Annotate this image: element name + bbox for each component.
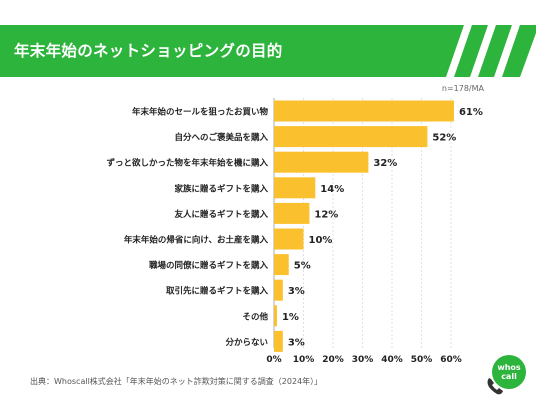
logo-circle: [492, 355, 526, 389]
category-label: 家族に贈るギフトを購入: [174, 183, 268, 194]
bar: [274, 330, 283, 352]
x-tick-label: 30%: [352, 355, 374, 365]
x-tick-label: 50%: [411, 355, 433, 365]
header-stripe: [502, 25, 536, 77]
whoscall-logo: whos call: [484, 352, 532, 398]
value-label: 12%: [314, 209, 338, 220]
header-stripe: [454, 25, 488, 77]
bar: [274, 279, 283, 301]
bar: [274, 254, 289, 276]
category-label: ずっと欲しかった物を年末年始を機に購入: [106, 158, 268, 169]
category-label: 職場の同僚に贈るギフトを購入: [149, 260, 269, 271]
bar: [274, 202, 310, 224]
sample-size-note: n=178/MA: [441, 84, 484, 93]
phone-icon: [487, 378, 503, 395]
value-label: 14%: [320, 184, 344, 195]
value-label: 32%: [373, 158, 397, 169]
value-label: 61%: [459, 107, 483, 118]
value-label: 3%: [288, 286, 305, 297]
category-label: 友人に贈るギフトを購入: [173, 209, 268, 220]
bar: [274, 177, 316, 199]
source-citation: 出典：Whoscall株式会社「年末年始のネット詐欺対策に関する調査（2024年…: [30, 377, 323, 386]
bar: [274, 151, 369, 173]
x-tick-label: 60%: [440, 355, 462, 365]
logo-text-line1: whos: [497, 363, 521, 372]
category-label: 自分へのご褒美品を購入: [174, 132, 268, 143]
header-main-band: [0, 25, 464, 77]
header-stripe: [478, 25, 512, 77]
value-label: 52%: [432, 133, 456, 144]
bar: [274, 228, 304, 250]
value-label: 3%: [288, 337, 305, 348]
bar: [274, 126, 428, 148]
logo-text-line2: call: [501, 372, 517, 381]
x-tick-label: 20%: [322, 355, 344, 365]
page-title: 年末年始のネットショッピングの目的: [14, 42, 283, 60]
x-tick-label: 40%: [381, 355, 403, 365]
value-label: 10%: [309, 235, 333, 246]
bar: [274, 305, 277, 327]
header-banner: 年末年始のネットショッピングの目的: [0, 25, 536, 77]
x-tick-label: 10%: [293, 355, 315, 365]
category-label: 年末年始のセールを狙ったお買い物: [132, 107, 269, 118]
category-label: 分からない: [225, 337, 268, 348]
category-label: その他: [242, 311, 268, 322]
header-background: [0, 25, 536, 77]
bar: [274, 100, 454, 122]
value-label: 5%: [294, 261, 311, 272]
category-label: 取引先に贈るギフトを購入: [166, 286, 269, 297]
x-tick-label: 0%: [266, 355, 281, 365]
category-label: 年末年始の帰省に向け、お土産を購入: [124, 235, 269, 246]
value-label: 1%: [282, 312, 299, 323]
